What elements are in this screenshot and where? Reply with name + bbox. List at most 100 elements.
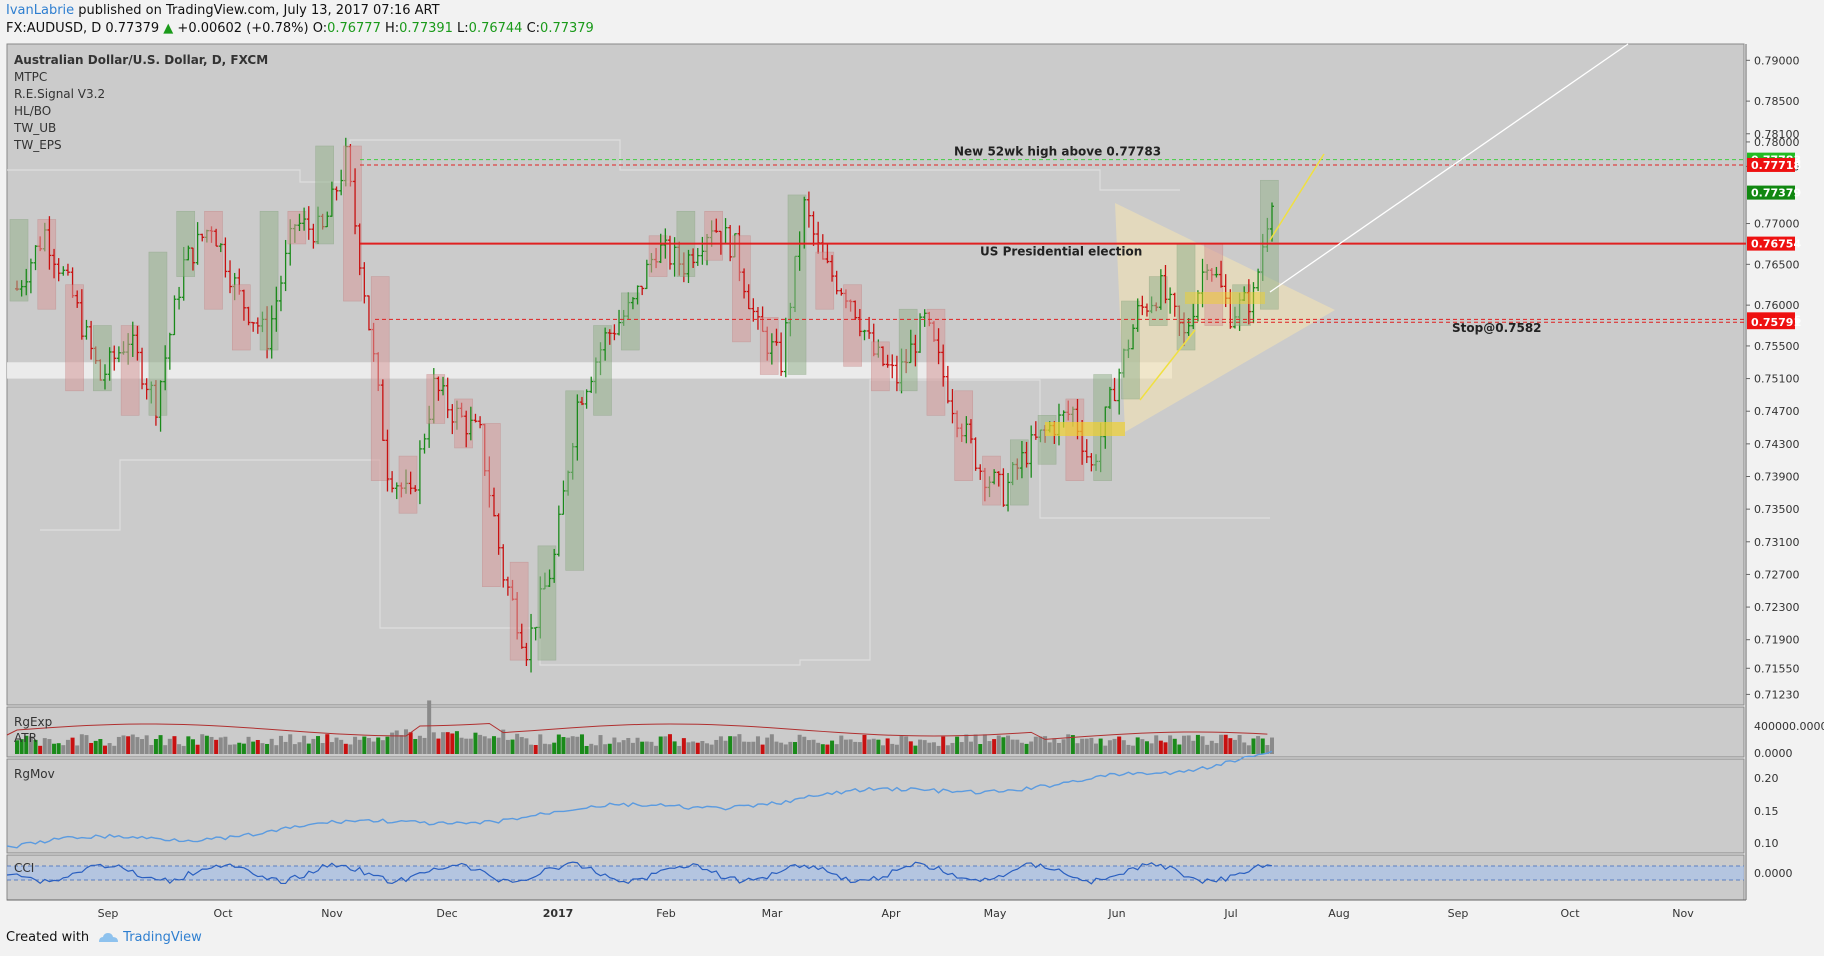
volume-bar (848, 739, 853, 754)
volume-bar (723, 740, 728, 754)
volume-bar (385, 736, 390, 754)
volume-bar (357, 739, 362, 754)
volume-bar (1061, 739, 1066, 754)
volume-bar (1168, 735, 1173, 754)
x-tick-label: Sep (1448, 907, 1469, 920)
volume-bar (658, 736, 663, 754)
volume-bar (1232, 739, 1237, 754)
volume-bar (255, 739, 260, 754)
volume-bar (547, 744, 552, 754)
volume-bar (1246, 745, 1251, 754)
range-box (398, 455, 418, 514)
range-box (426, 374, 446, 424)
volume-bar (640, 741, 645, 754)
volume-bar (603, 744, 608, 754)
x-tick-label: Jul (1223, 907, 1237, 920)
volume-bar (269, 738, 274, 754)
volume-bar (84, 735, 89, 754)
volume-bar (806, 740, 811, 754)
volume-bar (1237, 735, 1242, 754)
volume-bar (190, 739, 195, 754)
volume-bar (1075, 743, 1080, 754)
volume-bar (825, 744, 830, 754)
volume-bar (149, 744, 154, 754)
volume-bar (116, 736, 121, 754)
range-box (648, 235, 668, 277)
yellow-trendline-2 (1269, 153, 1325, 241)
volume-bar (38, 745, 43, 754)
x-tick-label: Jun (1107, 907, 1125, 920)
volume-bar (1131, 745, 1136, 754)
y-tick-label: 0.78500 (1754, 95, 1800, 108)
y-tick-label: 0.78100 (1754, 128, 1800, 141)
volume-bar (232, 744, 237, 754)
volume-bar (1214, 743, 1219, 754)
volume-bar (1182, 735, 1187, 754)
volume-bar (311, 738, 316, 754)
volume-bar (464, 738, 469, 754)
range-box (148, 251, 168, 416)
tradingview-link[interactable]: TradingView (123, 930, 202, 945)
volume-bar (1006, 735, 1011, 754)
volume-bar (1191, 740, 1196, 754)
volume-bar (144, 735, 149, 754)
volume-bar (214, 739, 219, 754)
volume-bar (1019, 742, 1024, 754)
volume-bar (644, 741, 649, 754)
rgmov-tick: 0.15 (1754, 805, 1779, 818)
range-box (926, 308, 946, 416)
range-box (815, 251, 835, 310)
lower-band-line (40, 379, 1270, 666)
range-box (65, 284, 84, 392)
cci-line (6, 861, 1273, 885)
volume-bar (908, 741, 913, 754)
volume-bar (769, 734, 774, 754)
volume-bar (89, 742, 94, 754)
range-box (732, 235, 751, 343)
range-box (620, 292, 640, 351)
cci-label: CCI (14, 861, 34, 875)
rgmov-tick: 0.20 (1754, 772, 1779, 785)
x-tick-label: Apr (881, 907, 901, 920)
volume-bar (1107, 740, 1112, 754)
range-box (1121, 300, 1140, 400)
author-link[interactable]: IvanLabrie (6, 3, 75, 18)
up-arrow-icon: ▲ (163, 21, 174, 36)
volume-bar (24, 735, 29, 754)
range-box (482, 423, 501, 587)
volume-bar (691, 741, 696, 754)
volume-bar (820, 744, 825, 754)
volume-bar (811, 739, 816, 754)
y-tick-label: 0.75500 (1754, 340, 1800, 353)
volume-bar (19, 739, 24, 754)
range-box (898, 308, 918, 392)
volume-bar (274, 745, 279, 754)
volume-bar (968, 741, 973, 754)
volume-bar (1144, 741, 1149, 754)
volume-bar (681, 738, 686, 754)
y-tick-label: 0.71900 (1754, 634, 1800, 647)
volume-bar (1112, 738, 1117, 754)
volume-bar (737, 734, 742, 754)
price-label-text: 0.75791 (1751, 316, 1801, 329)
yellow-zone-2 (1185, 292, 1265, 304)
volume-bar (579, 734, 584, 754)
open-label: O: (312, 21, 328, 36)
volume-bar (200, 734, 205, 754)
volume-bar (93, 740, 98, 754)
volume-bar (140, 739, 145, 754)
volume-bar (589, 743, 594, 754)
volume-bar (47, 739, 52, 754)
range-box (1232, 284, 1251, 326)
volume-bar (755, 736, 760, 754)
cci-tick: 0.0000 (1754, 867, 1793, 880)
volume-bar (1056, 742, 1061, 754)
volume-bar (705, 743, 710, 754)
y-tick-label: 0.74700 (1754, 405, 1800, 418)
volume-bar (867, 739, 872, 754)
volume-bar (70, 737, 75, 754)
volume-bar (927, 742, 932, 754)
volume-bar (297, 742, 302, 754)
price-label-text: 0.76754 (1751, 238, 1801, 251)
